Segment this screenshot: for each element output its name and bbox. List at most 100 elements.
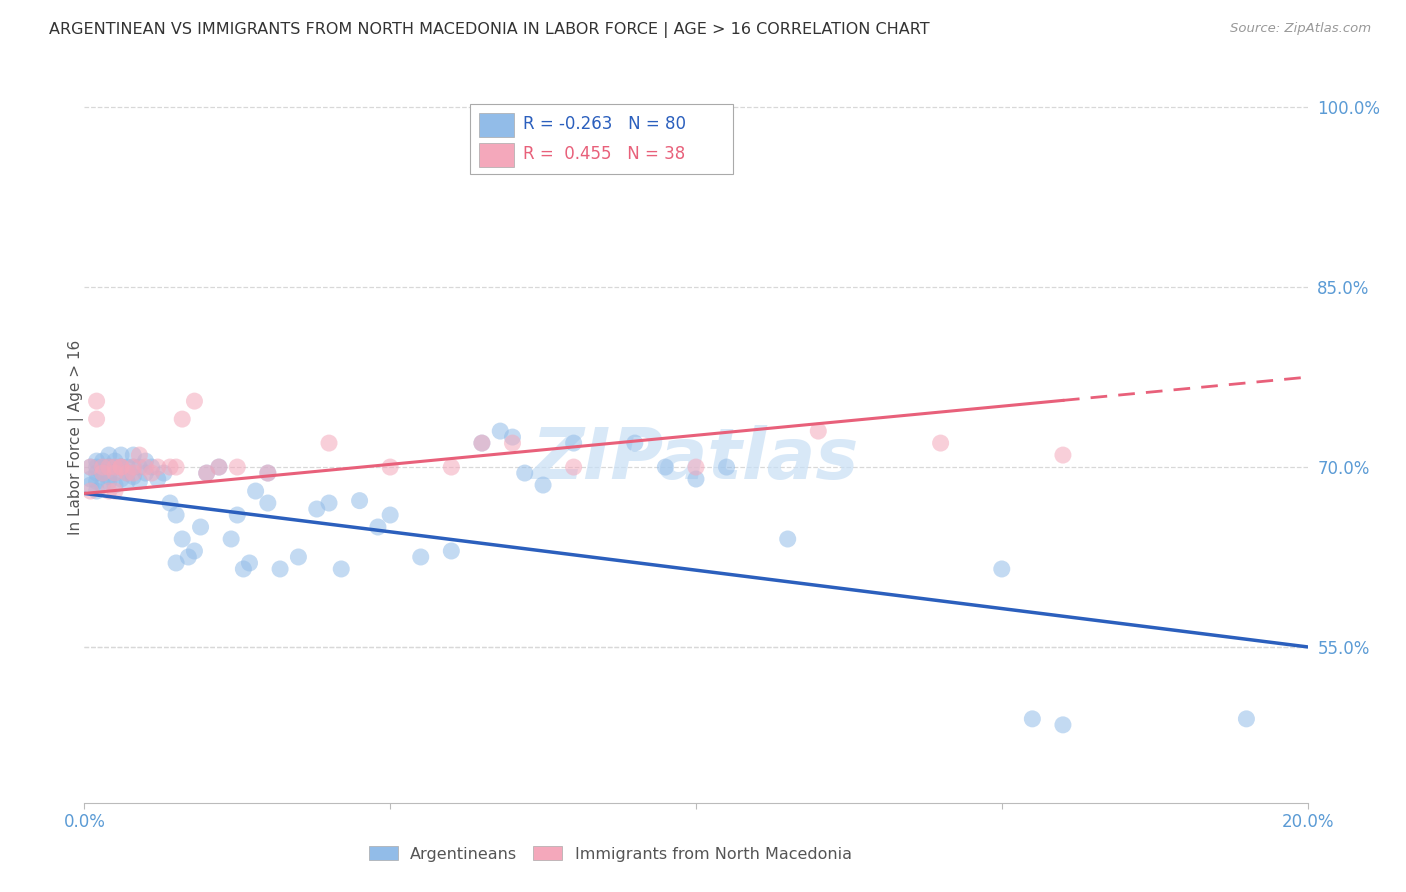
- Point: [86, 454, 108, 468]
- Text: R = -0.263   N = 80: R = -0.263 N = 80: [523, 115, 686, 133]
- Y-axis label: In Labor Force | Age > 16: In Labor Force | Age > 16: [67, 340, 84, 534]
- Point: [128, 448, 150, 462]
- Point: [91, 466, 114, 480]
- Point: [110, 448, 132, 462]
- Point: [489, 424, 512, 438]
- Point: [172, 412, 194, 426]
- Point: [104, 483, 127, 498]
- Point: [624, 436, 647, 450]
- Point: [91, 460, 114, 475]
- Point: [79, 483, 101, 498]
- Point: [1236, 712, 1258, 726]
- Point: [115, 475, 138, 489]
- Text: R =  0.455   N = 38: R = 0.455 N = 38: [523, 145, 686, 163]
- Point: [135, 466, 157, 480]
- Point: [122, 448, 145, 462]
- Point: [685, 472, 707, 486]
- Point: [305, 502, 328, 516]
- Point: [208, 460, 231, 475]
- Point: [219, 532, 242, 546]
- Point: [91, 466, 114, 480]
- Point: [172, 532, 194, 546]
- Point: [104, 466, 127, 480]
- Point: [110, 460, 132, 475]
- Point: [226, 508, 249, 522]
- Point: [159, 460, 181, 475]
- Point: [367, 520, 389, 534]
- Point: [165, 508, 187, 522]
- Point: [79, 460, 101, 475]
- Point: [115, 460, 138, 475]
- Point: [257, 466, 280, 480]
- FancyBboxPatch shape: [479, 112, 513, 136]
- Point: [165, 556, 187, 570]
- Point: [86, 394, 108, 409]
- Point: [776, 532, 799, 546]
- Point: [91, 478, 114, 492]
- Point: [104, 454, 127, 468]
- Point: [97, 460, 120, 475]
- Point: [104, 466, 127, 480]
- Point: [177, 549, 200, 564]
- Point: [135, 454, 157, 468]
- Point: [165, 460, 187, 475]
- Point: [79, 478, 101, 492]
- Point: [122, 460, 145, 475]
- Point: [97, 448, 120, 462]
- Legend: Argentineans, Immigrants from North Macedonia: Argentineans, Immigrants from North Mace…: [363, 839, 858, 868]
- Point: [287, 549, 309, 564]
- Point: [195, 466, 218, 480]
- Point: [153, 466, 176, 480]
- FancyBboxPatch shape: [470, 104, 733, 174]
- Point: [86, 475, 108, 489]
- Point: [97, 460, 120, 475]
- Point: [318, 436, 340, 450]
- Point: [159, 496, 181, 510]
- Point: [257, 466, 280, 480]
- Point: [654, 460, 676, 475]
- Point: [122, 460, 145, 475]
- Point: [79, 472, 101, 486]
- Text: Source: ZipAtlas.com: Source: ZipAtlas.com: [1230, 22, 1371, 36]
- Point: [104, 460, 127, 475]
- Point: [471, 436, 494, 450]
- Point: [91, 460, 114, 475]
- Point: [531, 478, 554, 492]
- Point: [141, 460, 163, 475]
- Point: [97, 469, 120, 483]
- Point: [183, 544, 205, 558]
- Point: [79, 460, 101, 475]
- Text: ARGENTINEAN VS IMMIGRANTS FROM NORTH MACEDONIA IN LABOR FORCE | AGE > 16 CORRELA: ARGENTINEAN VS IMMIGRANTS FROM NORTH MAC…: [49, 22, 929, 38]
- Point: [562, 436, 585, 450]
- Point: [245, 483, 267, 498]
- Point: [502, 436, 524, 450]
- Point: [115, 466, 138, 480]
- FancyBboxPatch shape: [479, 144, 513, 168]
- Point: [97, 460, 120, 475]
- Point: [146, 460, 169, 475]
- Point: [929, 436, 952, 450]
- Point: [122, 466, 145, 480]
- Point: [269, 562, 291, 576]
- Point: [115, 466, 138, 480]
- Text: ZIPatlas: ZIPatlas: [533, 425, 859, 493]
- Point: [110, 460, 132, 475]
- Point: [409, 549, 432, 564]
- Point: [91, 454, 114, 468]
- Point: [128, 475, 150, 489]
- Point: [440, 544, 463, 558]
- Point: [238, 556, 260, 570]
- Point: [141, 466, 163, 480]
- Point: [86, 460, 108, 475]
- Point: [1052, 718, 1074, 732]
- Point: [208, 460, 231, 475]
- Point: [232, 562, 254, 576]
- Point: [110, 460, 132, 475]
- Point: [195, 466, 218, 480]
- Point: [135, 460, 157, 475]
- Point: [318, 496, 340, 510]
- Point: [349, 493, 371, 508]
- Point: [1052, 448, 1074, 462]
- Point: [471, 436, 494, 450]
- Point: [226, 460, 249, 475]
